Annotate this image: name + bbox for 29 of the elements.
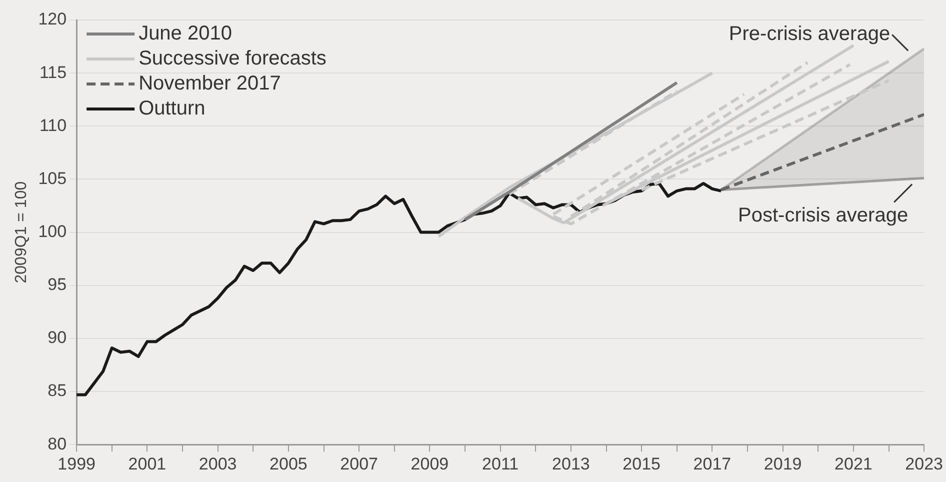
y-tick-label: 120: [38, 10, 67, 29]
x-tick-label: 2009: [410, 454, 449, 474]
y-tick-label: 80: [48, 434, 67, 454]
x-tick-label: 2011: [482, 454, 519, 474]
x-tick-label: 2015: [622, 454, 660, 474]
y-tick-label: 115: [39, 62, 67, 82]
x-tick-label: 2007: [340, 454, 378, 474]
y-tick-label: 85: [48, 381, 67, 400]
y-tick-label: 100: [38, 222, 67, 241]
y-tick-label: 90: [48, 328, 67, 348]
x-tick-label: 2003: [198, 454, 237, 474]
x-tick-label: 2023: [905, 454, 944, 474]
legend-label: Successive forecasts: [138, 48, 326, 70]
x-tick-label: 2005: [270, 454, 308, 474]
annotation: Pre-crisis average: [728, 23, 890, 46]
y-axis-title: 2009Q1 = 100: [13, 181, 30, 284]
y-tick-label: 105: [38, 168, 67, 188]
x-tick-label: 2021: [834, 454, 872, 474]
x-tick-label: 2019: [764, 454, 802, 474]
x-tick-label: 2013: [552, 454, 590, 474]
legend-label: November 2017: [138, 72, 281, 95]
annotation: Post-crisis average: [738, 204, 908, 227]
y-tick-label: 110: [39, 116, 67, 135]
legend-label: Outturn: [138, 98, 206, 120]
legend-label: June 2010: [138, 22, 232, 45]
x-tick-label: 2001: [128, 454, 166, 474]
x-tick-label: 1999: [58, 454, 96, 474]
x-tick-label: 2017: [693, 454, 732, 474]
y-tick-label: 95: [48, 275, 67, 294]
